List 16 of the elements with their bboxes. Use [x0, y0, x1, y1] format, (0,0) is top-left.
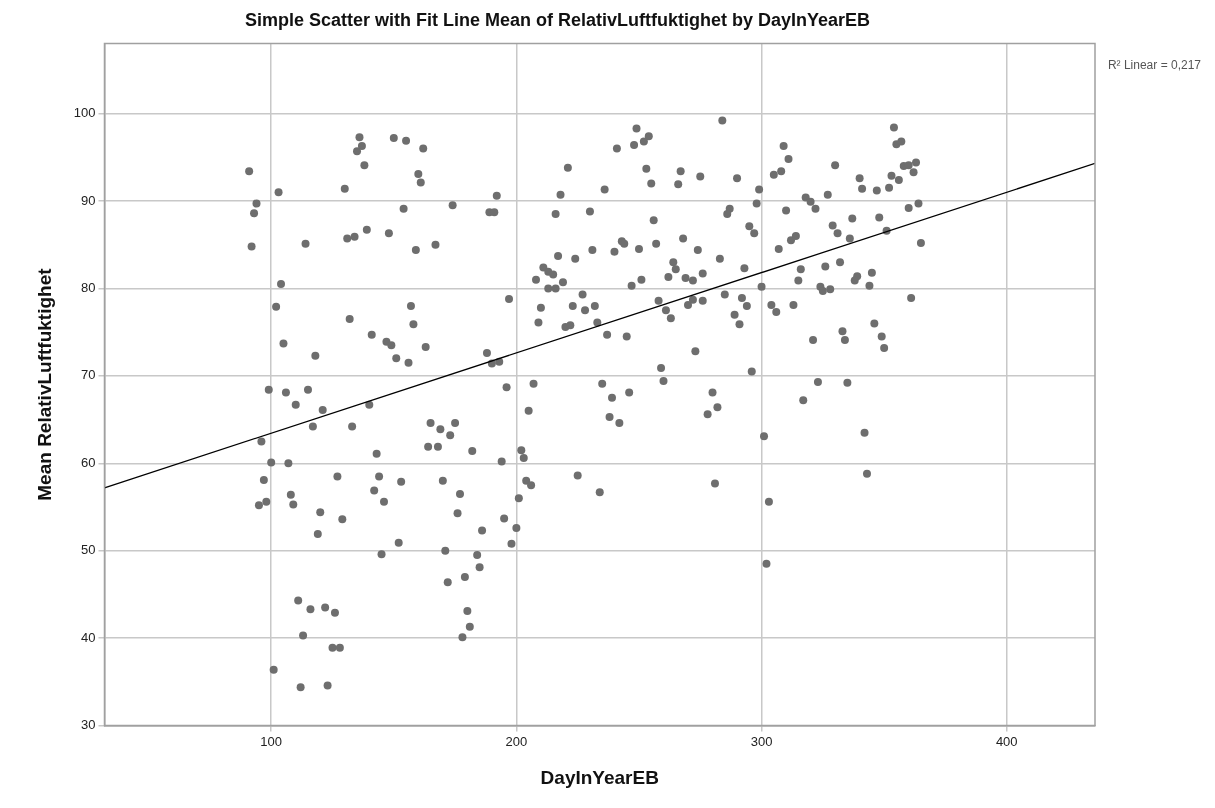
x-axis-title: DayInYearEB [540, 766, 659, 788]
x-tick-label: 300 [750, 733, 773, 749]
y-tick-label: 60 [81, 454, 96, 470]
chart-title: Simple Scatter with Fit Line Mean of RelativLuftfuktighet by DayInYearEB [244, 9, 871, 30]
text: R² Linear = 0,217 [1107, 57, 1202, 72]
y-tick-label: 70 [81, 367, 96, 383]
y-tick-label: 30 [81, 717, 96, 733]
y-tick-label: 50 [81, 542, 96, 558]
y-tick-label: 90 [81, 192, 96, 208]
x-tick-label: 400 [995, 733, 1018, 749]
x-tick-label: 200 [505, 733, 528, 749]
y-axis-title: Mean RelativLuftfuktighet [33, 267, 55, 501]
y-tick-label: 40 [81, 629, 96, 645]
x-tick-label: 100 [260, 733, 283, 749]
y-tick-label: 80 [81, 280, 96, 295]
y-tick-label: 100 [73, 105, 96, 121]
